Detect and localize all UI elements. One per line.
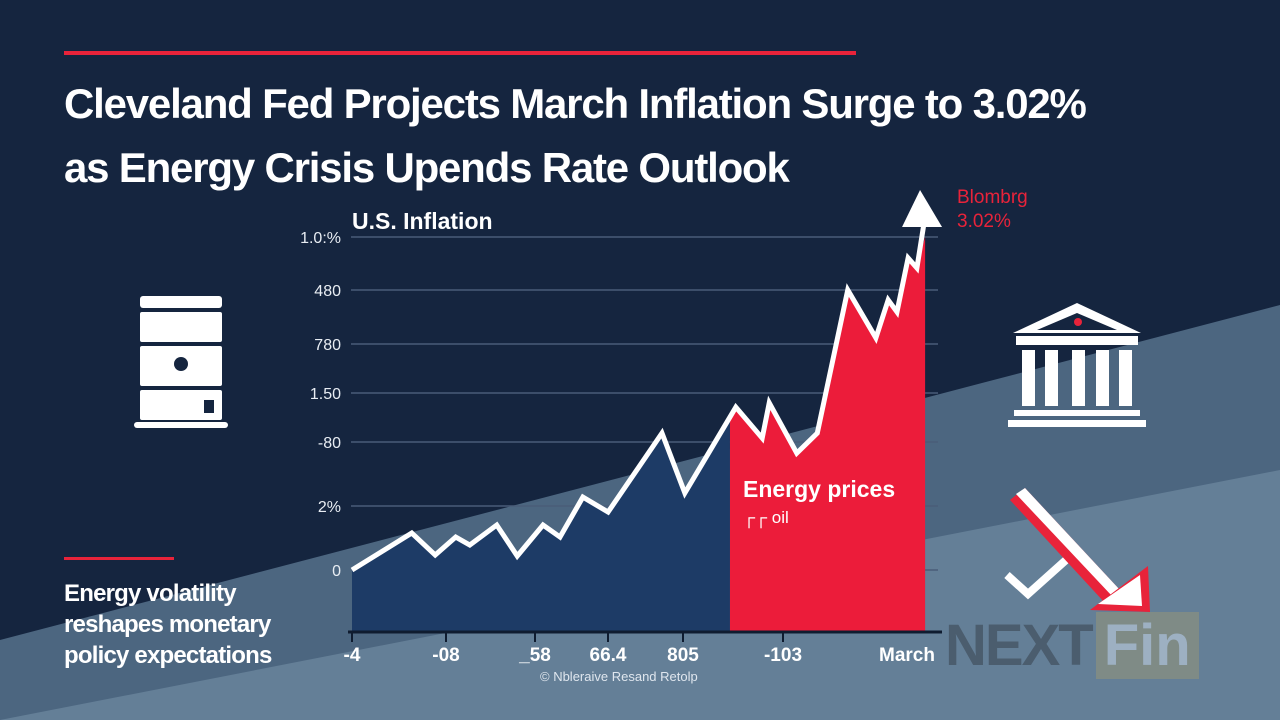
side-caption: Energy volatility reshapes monetary poli… [64,578,272,671]
area-pre-energy [352,417,730,632]
y-tick-label: 1.50 [310,386,341,403]
y-tick-label: 780 [314,337,341,354]
headline-line-1: Cleveland Fed Projects March Inflation S… [64,80,1087,127]
x-tick-label: -08 [432,645,459,666]
y-tick-label: 2% [318,499,341,516]
x-tick-label: _58 [518,645,551,666]
x-tick-label: -4 [344,645,361,666]
down-arrow-icon [1010,488,1150,612]
oil-barrel-icon [134,296,228,428]
x-tick-label: -103 [764,645,802,666]
nextfin-logo: NEXT Fin [945,612,1199,679]
side-rule [64,557,174,560]
side-caption-line: policy expectations [64,642,272,669]
source-note: © Nbleraive Resand Retolp [540,669,698,684]
title-rule [64,51,856,55]
y-tick-label: -80 [318,435,341,452]
callout-source: Blombrg [957,187,1028,208]
y-tick-label: 1.0:% [300,230,341,247]
annotation-sublabel: ┌┌ oil [743,508,789,528]
area-energy-surge [729,237,926,632]
headline-line-2: as Energy Crisis Upends Rate Outlook [64,144,790,191]
bank-building-icon [1008,303,1146,427]
logo-fin: Fin [1095,612,1199,679]
checkmark-icon [1004,557,1069,600]
side-caption-line: Energy volatility [64,580,237,607]
x-tick-label: 805 [667,645,699,666]
side-caption-line: reshapes monetary [64,611,271,638]
x-tick-label: 66.4 [590,645,627,666]
up-arrow-icon [902,190,943,228]
inflation-line [350,222,927,573]
callout-value: 3.02% [957,211,1011,232]
y-tick-label: 0 [332,563,341,580]
y-tick-label: 480 [314,283,341,300]
headline: Cleveland Fed Projects March Inflation S… [64,72,1087,200]
callout: Blombrg 3.02% [957,186,1028,234]
chart-title: U.S. Inflation [352,208,493,234]
x-tick-label: March [879,645,935,666]
logo-next: NEXT [945,613,1094,678]
annotation-label: Energy prices [743,476,895,502]
